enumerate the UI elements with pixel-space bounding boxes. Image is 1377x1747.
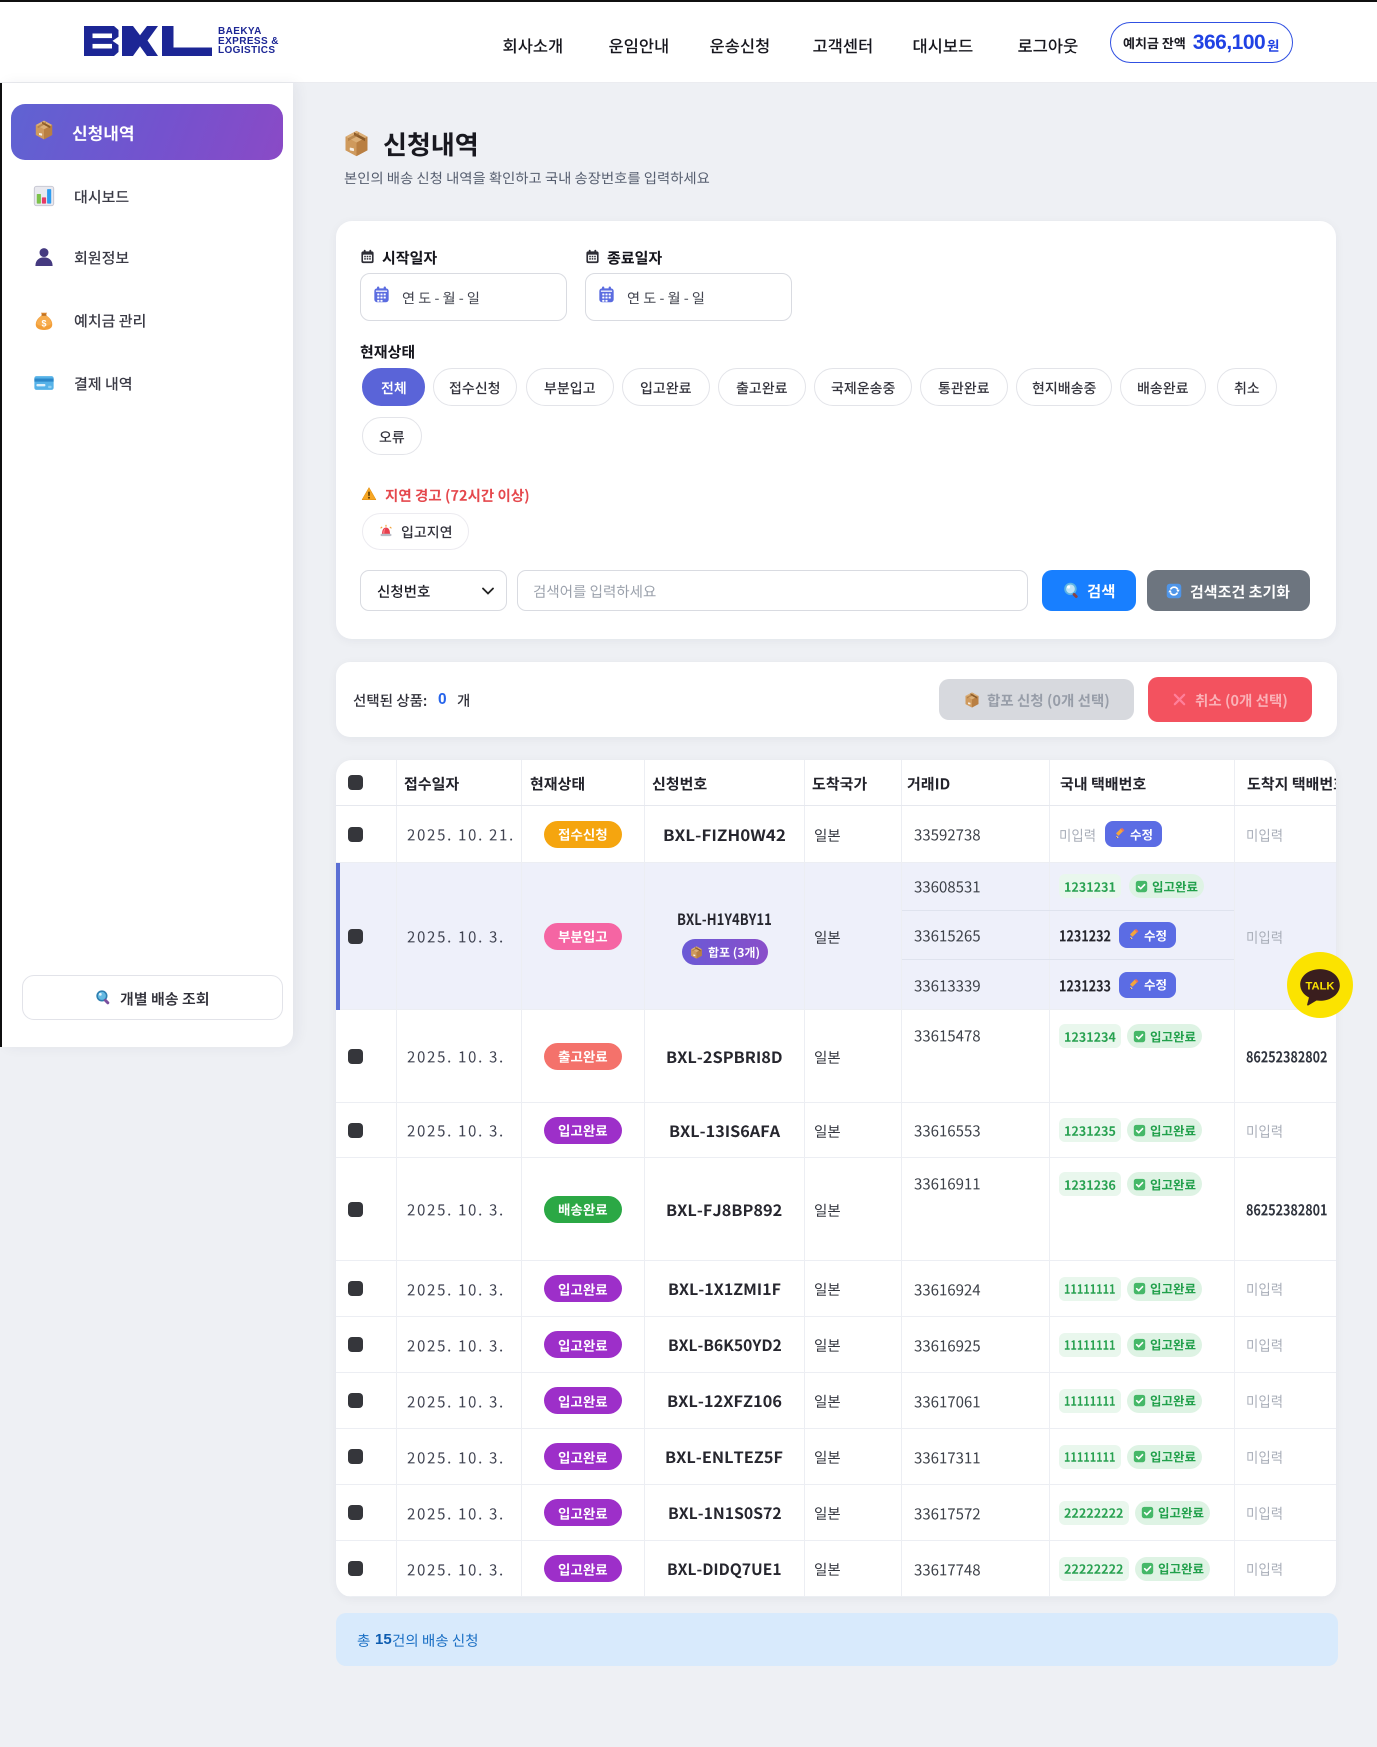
svg-text:TALK: TALK	[1305, 981, 1334, 993]
svg-text:$: $	[42, 319, 47, 329]
